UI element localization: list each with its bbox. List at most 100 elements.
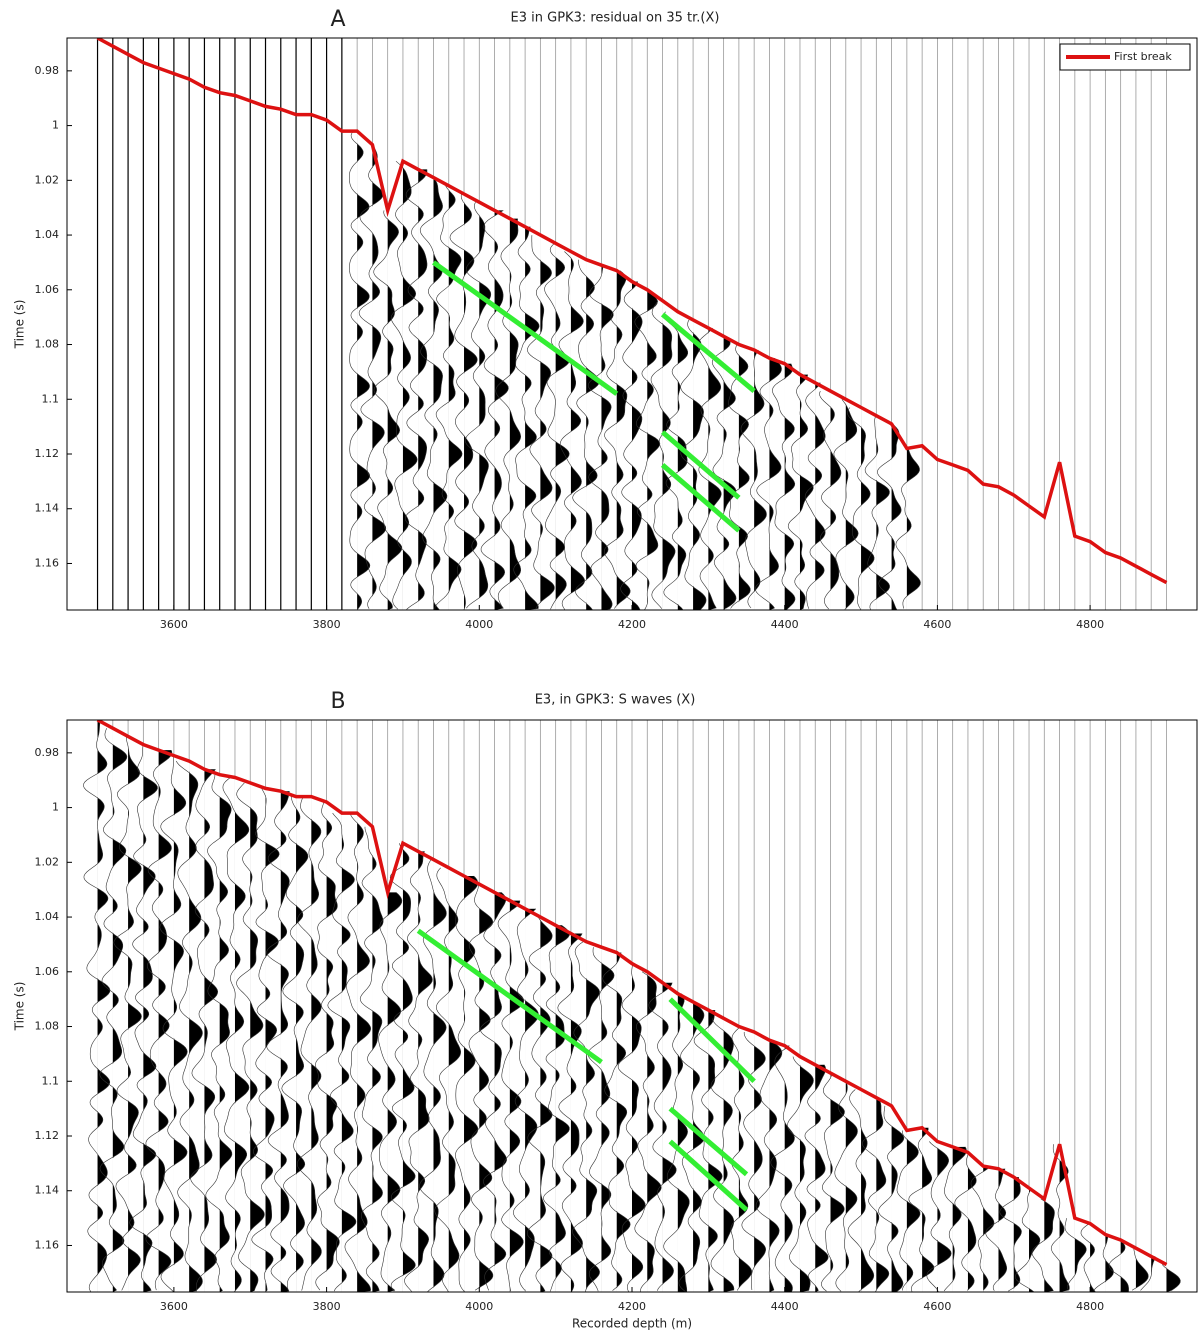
first-break-line	[96, 720, 1168, 1267]
wiggle	[847, 1089, 875, 1292]
legend-label: First break	[1114, 50, 1172, 63]
wiggle-fill	[815, 1064, 829, 1292]
wiggle-fill	[265, 788, 280, 1292]
wiggle	[449, 193, 478, 610]
wiggle	[266, 791, 290, 1292]
wiggle-fill	[815, 382, 826, 610]
wiggle-fill	[922, 1127, 934, 1292]
x-tick-label: 4400	[771, 618, 799, 631]
wiggle-fill	[708, 1010, 723, 1292]
wiggle	[236, 782, 265, 1291]
wiggle	[604, 270, 631, 609]
wiggle	[359, 826, 384, 1291]
x-tick-label: 4800	[1076, 1300, 1104, 1313]
x-tick-label: 3600	[160, 1300, 188, 1313]
wiggle	[693, 1010, 723, 1291]
wiggle-fill	[1166, 1264, 1181, 1292]
wiggle	[159, 755, 188, 1292]
wiggle-fill	[555, 243, 570, 610]
wiggle-fill	[570, 251, 585, 610]
wiggle-fill	[891, 1105, 904, 1292]
x-tick-label: 4400	[771, 1300, 799, 1313]
wiggle	[327, 812, 357, 1292]
wiggle	[113, 736, 142, 1291]
wiggle	[495, 218, 522, 609]
wiggle	[378, 892, 403, 1291]
wiggle-fill	[464, 876, 478, 1292]
wiggle-fill	[234, 777, 249, 1292]
wiggle-fill	[693, 319, 707, 610]
wiggle	[804, 1064, 829, 1291]
wiggle	[1050, 1144, 1070, 1291]
wiggle	[1031, 1198, 1055, 1292]
wiggle	[755, 1039, 783, 1291]
wiggle	[390, 160, 418, 610]
annotation-line	[668, 1106, 749, 1177]
wiggle-fill	[418, 169, 427, 610]
wiggle	[404, 851, 433, 1292]
wiggle-fill	[891, 423, 902, 610]
wiggle-fill	[357, 813, 371, 1292]
wiggle	[348, 130, 371, 610]
wiggle-fill	[540, 917, 553, 1292]
wiggle	[281, 796, 309, 1291]
wiggle-fill	[173, 755, 188, 1292]
wiggle	[358, 144, 387, 609]
wiggle	[315, 802, 340, 1291]
wiggle	[663, 311, 688, 610]
wiggle-fill	[769, 1040, 782, 1292]
y-tick-label: 1	[52, 801, 59, 814]
wiggle	[543, 925, 570, 1292]
wiggle-fill	[647, 971, 662, 1292]
wiggle-fill	[1151, 1256, 1156, 1292]
wiggle-fill	[112, 728, 127, 1292]
wiggle-fill	[525, 226, 540, 610]
wiggle-fill	[311, 796, 322, 1292]
wiggle-fill	[632, 963, 646, 1292]
wiggle	[222, 777, 250, 1292]
wiggle	[145, 750, 173, 1291]
wiggle	[1140, 1256, 1156, 1291]
x-tick-label: 3800	[313, 618, 341, 631]
wiggle	[205, 774, 233, 1291]
wiggle	[861, 1097, 890, 1292]
wiggle-fill	[1105, 1234, 1114, 1292]
y-tick-label: 1.12	[35, 447, 60, 460]
wiggle	[877, 423, 902, 610]
wiggle	[464, 202, 492, 609]
wiggle	[620, 281, 643, 610]
wiggle	[908, 1127, 935, 1292]
wiggle-fill	[738, 344, 751, 610]
wiggle	[513, 908, 539, 1292]
first-break-line	[96, 38, 1168, 585]
y-tick-label: 1.06	[35, 283, 60, 296]
wiggle-fill	[754, 350, 767, 610]
wiggle	[896, 1130, 921, 1291]
wiggle-fill	[555, 925, 570, 1292]
wiggle-fill	[448, 867, 461, 1292]
annotation-line	[660, 463, 741, 533]
wiggle	[419, 859, 447, 1292]
y-tick-label: 1.06	[35, 965, 60, 978]
wiggle	[190, 769, 219, 1292]
wiggle-fill	[586, 941, 600, 1292]
wiggle-fill	[128, 736, 142, 1292]
panel-label: A	[330, 7, 345, 32]
wiggle-fill	[1135, 1248, 1149, 1292]
wiggle	[1108, 1239, 1129, 1292]
wiggle-fill	[845, 399, 859, 610]
wiggle-fill	[708, 328, 722, 610]
wiggle	[821, 1073, 845, 1292]
panel: 0.98 1 1.02 1.04 1.06 1.08 1.1 1.12 1.14 1.16 3600…	[13, 7, 1198, 631]
wiggle	[572, 941, 600, 1292]
y-axis-label: Time (s)	[13, 300, 27, 350]
wiggle	[678, 1001, 705, 1292]
wiggle-fill	[662, 982, 677, 1292]
wiggle-fill	[662, 300, 676, 610]
wiggle-fill	[1120, 1240, 1129, 1292]
wiggle-fill	[158, 750, 172, 1292]
wiggle-fill	[204, 769, 218, 1292]
wiggle-fill	[143, 744, 158, 1292]
annotation-line	[660, 430, 741, 500]
